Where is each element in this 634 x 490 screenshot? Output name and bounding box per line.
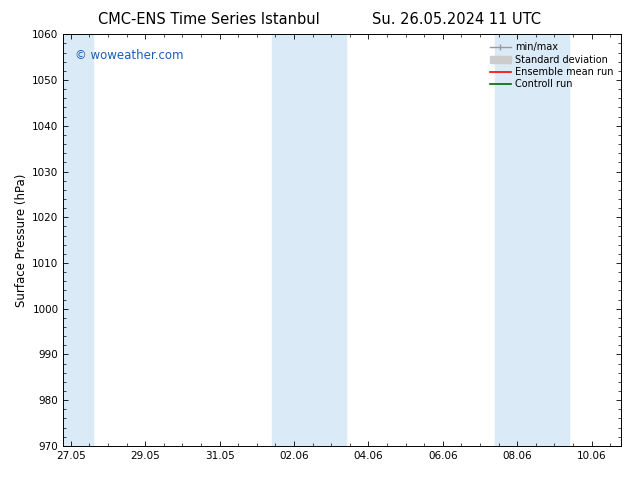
- Bar: [63, 34, 93, 446]
- Text: © woweather.com: © woweather.com: [75, 49, 183, 62]
- Text: CMC-ENS Time Series Istanbul: CMC-ENS Time Series Istanbul: [98, 12, 320, 27]
- Bar: [272, 34, 346, 446]
- Legend: min/max, Standard deviation, Ensemble mean run, Controll run: min/max, Standard deviation, Ensemble me…: [487, 39, 616, 92]
- Bar: [495, 34, 569, 446]
- Y-axis label: Surface Pressure (hPa): Surface Pressure (hPa): [15, 173, 28, 307]
- Text: Su. 26.05.2024 11 UTC: Su. 26.05.2024 11 UTC: [372, 12, 541, 27]
